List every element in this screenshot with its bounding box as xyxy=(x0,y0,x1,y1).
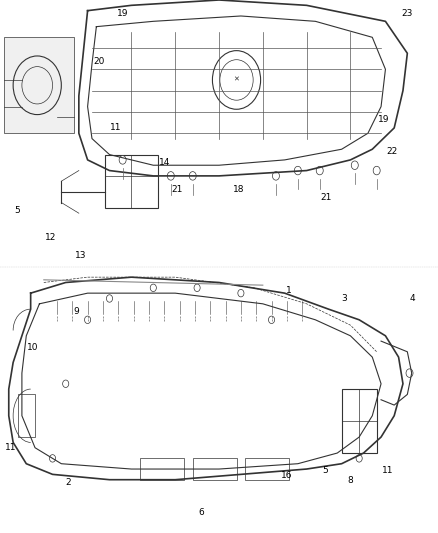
Text: 5: 5 xyxy=(322,466,328,474)
Circle shape xyxy=(238,289,244,297)
Text: 13: 13 xyxy=(75,252,87,260)
Circle shape xyxy=(167,172,174,180)
Circle shape xyxy=(49,455,56,462)
Text: 6: 6 xyxy=(198,508,205,517)
Text: 2: 2 xyxy=(65,478,71,487)
Circle shape xyxy=(119,156,126,164)
Circle shape xyxy=(150,284,156,292)
Text: 14: 14 xyxy=(159,158,170,167)
Circle shape xyxy=(189,172,196,180)
Text: 20: 20 xyxy=(93,57,104,66)
Text: 18: 18 xyxy=(233,185,244,193)
Text: 22: 22 xyxy=(386,148,398,156)
Text: 8: 8 xyxy=(347,477,353,485)
Text: 4: 4 xyxy=(410,294,415,303)
Circle shape xyxy=(294,166,301,175)
Text: 19: 19 xyxy=(378,116,389,124)
Text: 16: 16 xyxy=(281,471,293,480)
Text: 19: 19 xyxy=(117,9,128,18)
Circle shape xyxy=(85,316,91,324)
Circle shape xyxy=(351,161,358,169)
Text: 9: 9 xyxy=(74,308,80,316)
Circle shape xyxy=(316,166,323,175)
Circle shape xyxy=(406,369,413,377)
Circle shape xyxy=(194,284,200,292)
Text: 1: 1 xyxy=(286,286,292,295)
Circle shape xyxy=(106,295,113,302)
Text: 11: 11 xyxy=(110,124,122,132)
Text: 11: 11 xyxy=(382,466,393,474)
Bar xyxy=(245,458,289,480)
Text: 3: 3 xyxy=(341,294,347,303)
Bar xyxy=(193,458,237,480)
Circle shape xyxy=(63,380,69,387)
Circle shape xyxy=(356,455,362,462)
Text: 10: 10 xyxy=(27,343,39,352)
Circle shape xyxy=(268,316,275,324)
FancyBboxPatch shape xyxy=(4,37,74,133)
Bar xyxy=(140,458,184,480)
Text: 11: 11 xyxy=(5,443,17,452)
Text: ✕: ✕ xyxy=(233,77,240,83)
Circle shape xyxy=(373,166,380,175)
Text: 21: 21 xyxy=(321,193,332,201)
Text: 12: 12 xyxy=(45,233,56,241)
Text: 5: 5 xyxy=(14,206,21,215)
Text: 21: 21 xyxy=(172,185,183,193)
Text: 23: 23 xyxy=(402,9,413,18)
Circle shape xyxy=(272,172,279,180)
